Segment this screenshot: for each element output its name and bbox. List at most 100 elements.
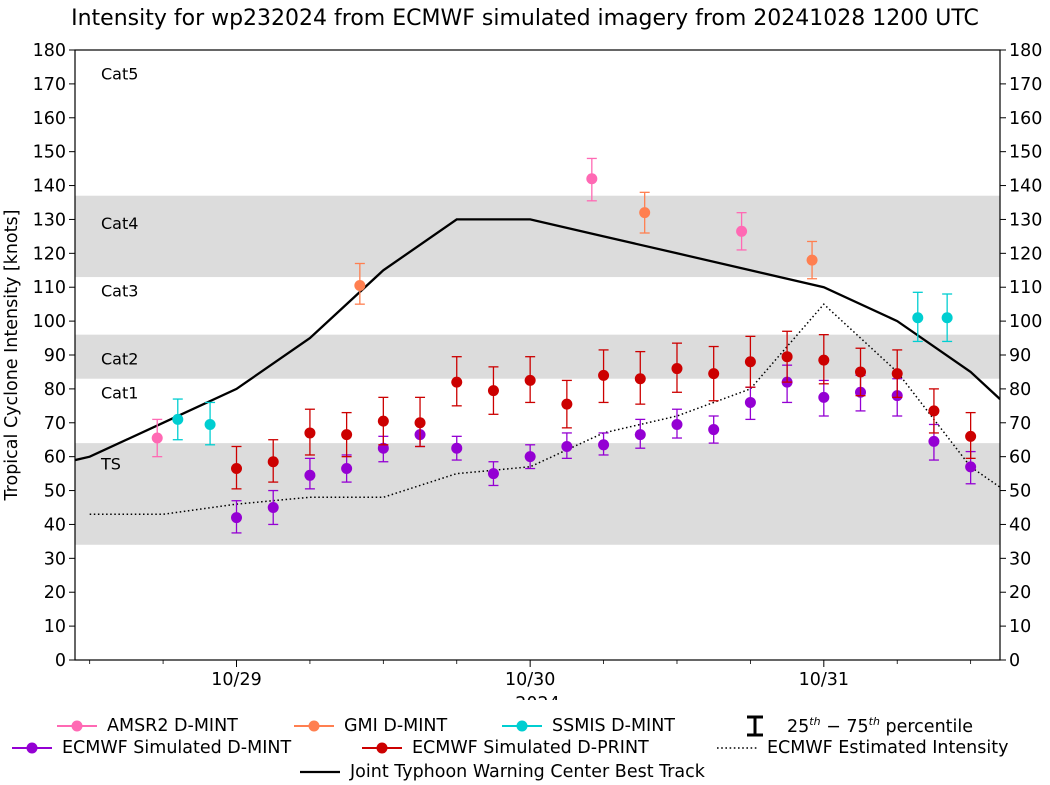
category-band-ts <box>75 443 1000 545</box>
point-ecmwf-simulated-d-print <box>304 427 316 439</box>
y-tick-label-right: 130 <box>1009 210 1042 230</box>
y-tick-label-left: 0 <box>55 651 66 671</box>
dotted-line-icon <box>717 747 757 749</box>
point-ecmwf-simulated-d-print <box>891 368 903 380</box>
y-tick-label-right: 150 <box>1009 143 1042 163</box>
point-ecmwf-simulated-d-mint <box>561 441 573 452</box>
point-ecmwf-simulated-d-mint <box>524 451 536 463</box>
gmi-marker-icon <box>294 720 334 732</box>
point-ssmis-d-mint <box>912 312 924 324</box>
y-tick-label-right: 140 <box>1009 177 1042 197</box>
y-tick-label-right: 170 <box>1009 75 1042 95</box>
y-tick-label-left: 30 <box>44 549 66 569</box>
point-ecmwf-simulated-d-print <box>855 366 867 378</box>
chart-title: Intensity for wp232024 from ECMWF simula… <box>71 6 979 31</box>
y-tick-label-left: 180 <box>33 41 66 61</box>
point-amsr2-d-mint <box>736 225 748 237</box>
legend-label-ecmwf-estimated: ECMWF Estimated Intensity <box>767 738 1009 758</box>
legend-label-ssmis: SSMIS D-MINT <box>552 716 675 736</box>
point-ecmwf-simulated-d-mint <box>267 502 279 513</box>
y-tick-label-left: 130 <box>33 210 66 230</box>
y-tick-label-right: 0 <box>1009 651 1020 671</box>
point-ssmis-d-mint <box>204 418 216 430</box>
point-ecmwf-simulated-d-mint <box>598 439 610 451</box>
point-ecmwf-simulated-d-print <box>744 356 756 368</box>
legend-item-gmi: GMI D-MINT <box>292 715 447 737</box>
series-layer <box>75 157 1000 534</box>
dprint-marker-icon <box>362 742 402 754</box>
category-band-cat2 <box>75 334 1000 379</box>
legend-item-amsr2: AMSR2 D-MINT <box>55 715 238 737</box>
errorbar-icon <box>747 715 763 737</box>
point-ecmwf-simulated-d-mint <box>708 424 720 436</box>
point-ecmwf-simulated-d-print <box>524 374 536 386</box>
point-ecmwf-simulated-d-print <box>487 385 499 397</box>
point-ecmwf-simulated-d-print <box>965 430 977 442</box>
y-tick-label-left: 100 <box>33 312 66 332</box>
point-ecmwf-simulated-d-print <box>781 351 793 363</box>
legend-label-jtwc: Joint Typhoon Warning Center Best Track <box>350 762 705 782</box>
legend-label-gmi: GMI D-MINT <box>344 716 448 736</box>
point-ecmwf-simulated-d-print <box>414 417 426 429</box>
y-tick-label-right: 40 <box>1009 515 1031 535</box>
y-tick-label-left: 60 <box>44 448 66 468</box>
band-label-cat3: Cat3 <box>101 282 138 301</box>
y-axis-label: Tropical Cyclone Intensity [knots] <box>2 210 22 502</box>
y-tick-label-left: 10 <box>44 617 66 637</box>
y-tick-label-right: 110 <box>1009 278 1042 298</box>
point-ecmwf-simulated-d-print <box>708 368 720 380</box>
legend-item-ecmwf-dmint: ECMWF Simulated D-MINT <box>10 737 291 759</box>
point-ecmwf-simulated-d-print <box>671 363 683 375</box>
point-ecmwf-simulated-d-print <box>377 415 389 427</box>
point-ecmwf-simulated-d-mint <box>341 463 353 475</box>
y-tick-label-right: 80 <box>1009 380 1031 400</box>
point-gmi-d-mint <box>354 280 366 292</box>
point-ecmwf-simulated-d-print <box>818 354 830 366</box>
point-ecmwf-simulated-d-mint <box>928 435 940 447</box>
y-tick-label-left: 170 <box>33 75 66 95</box>
y-tick-label-right: 70 <box>1009 414 1031 434</box>
point-ecmwf-simulated-d-mint <box>231 512 243 524</box>
y-tick-label-left: 70 <box>44 414 66 434</box>
legend-label-ecmwf-dprint: ECMWF Simulated D-PRINT <box>412 738 649 758</box>
point-ssmis-d-mint <box>941 312 953 324</box>
intensity-chart: TS Cat1 Cat2 Cat3 Cat4 Cat5 0 0 10 10 20 20 30 30 40 40… <box>2 41 1042 700</box>
y-tick-label-right: 160 <box>1009 109 1042 129</box>
point-ssmis-d-mint <box>172 413 184 425</box>
point-amsr2-d-mint <box>151 432 163 444</box>
point-ecmwf-simulated-d-mint <box>487 468 499 480</box>
x-tick-label: 10/29 <box>211 670 261 690</box>
y-tick-label-right: 120 <box>1009 244 1042 264</box>
band-label-cat5: Cat5 <box>101 65 138 84</box>
legend-item-ecmwf-estimated: ECMWF Estimated Intensity <box>715 737 1008 759</box>
dmint-marker-icon <box>12 742 52 754</box>
legend-item-ecmwf-dprint: ECMWF Simulated D-PRINT <box>360 737 649 759</box>
solid-line-icon <box>300 770 340 774</box>
y-tick-label-right: 180 <box>1009 41 1042 61</box>
y-tick-label-left: 160 <box>33 109 66 129</box>
point-ecmwf-simulated-d-print <box>598 369 610 381</box>
category-band-cat4 <box>75 195 1000 278</box>
y-tick-label-left: 140 <box>33 177 66 197</box>
point-ecmwf-simulated-d-mint <box>304 469 316 481</box>
x-tick-label: 10/30 <box>505 670 555 690</box>
y-tick-label-right: 90 <box>1009 346 1031 366</box>
point-gmi-d-mint <box>806 254 818 266</box>
legend-item-ssmis: SSMIS D-MINT <box>500 715 675 737</box>
point-ecmwf-simulated-d-mint <box>451 442 463 454</box>
point-ecmwf-simulated-d-print <box>341 429 353 441</box>
y-tick-label-left: 80 <box>44 380 66 400</box>
legend-label-amsr2: AMSR2 D-MINT <box>107 716 238 736</box>
point-ecmwf-simulated-d-print <box>634 373 646 385</box>
band-label-cat1: Cat1 <box>101 383 138 402</box>
point-ecmwf-simulated-d-print <box>451 376 463 388</box>
point-ecmwf-simulated-d-print <box>561 398 573 410</box>
y-tick-label-right: 50 <box>1009 482 1031 502</box>
series-line-joint-typhoon-warning-center-best-track <box>75 218 1000 462</box>
legend-label-ecmwf-dmint: ECMWF Simulated D-MINT <box>62 738 292 758</box>
point-ecmwf-simulated-d-mint <box>671 418 683 430</box>
legend-item-jtwc: Joint Typhoon Warning Center Best Track <box>298 761 705 783</box>
band-label-cat4: Cat4 <box>101 214 138 233</box>
legend-label-percentile: 25th − 75th percentile <box>787 715 974 737</box>
